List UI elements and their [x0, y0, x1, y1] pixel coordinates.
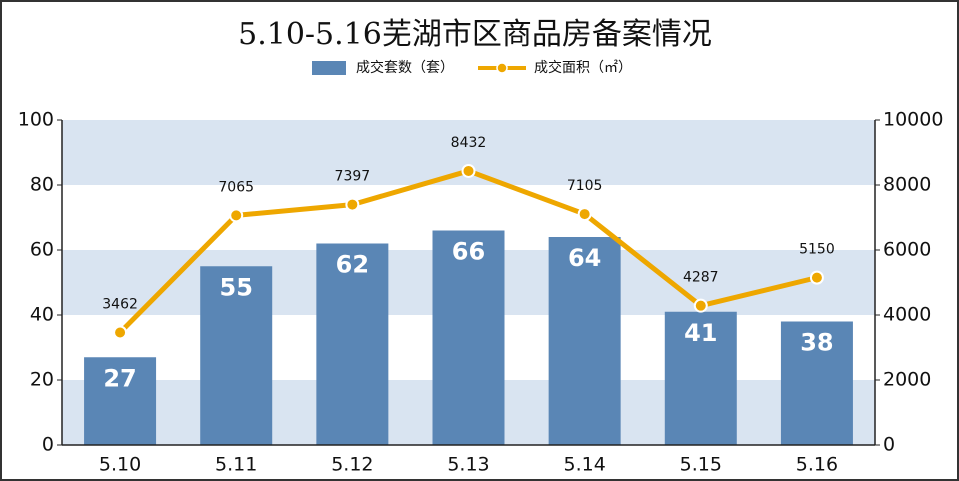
bar-label: 41	[684, 319, 717, 347]
y-tick-label: 60	[30, 239, 54, 261]
y2-tick-label: 0	[883, 434, 895, 456]
bar	[664, 311, 737, 445]
x-tick-label: 5.10	[99, 454, 141, 476]
line-label: 7105	[567, 178, 603, 194]
bar-label: 27	[103, 364, 136, 392]
line-marker	[577, 207, 592, 222]
legend-marker	[496, 62, 508, 74]
line-label: 4287	[683, 270, 719, 286]
line-marker	[693, 298, 708, 313]
bar-label: 62	[336, 251, 369, 279]
line-marker	[461, 163, 476, 178]
line-marker	[113, 325, 128, 340]
line-marker	[345, 197, 360, 212]
bar	[316, 243, 389, 445]
x-tick-label: 5.16	[796, 454, 838, 476]
line-label: 3462	[102, 296, 138, 312]
line-marker	[809, 270, 824, 285]
legend-swatch	[312, 61, 346, 75]
line-label: 7397	[335, 169, 371, 185]
y2-tick-label: 6000	[883, 239, 931, 261]
x-tick-label: 5.11	[215, 454, 257, 476]
chart-title: 5.10-5.16芜湖市区商品房备案情况	[238, 17, 712, 52]
x-tick-label: 5.14	[563, 454, 605, 476]
line-label: 7065	[218, 179, 254, 195]
y-tick-label: 100	[18, 109, 54, 131]
bar-label: 64	[568, 244, 601, 272]
bar	[432, 230, 505, 445]
line-marker	[229, 208, 244, 223]
y-tick-label: 20	[30, 369, 54, 391]
bar	[548, 237, 621, 445]
bar-label: 66	[452, 238, 485, 266]
legend-label: 成交面积（㎡）	[534, 59, 632, 76]
bar-label: 38	[800, 329, 833, 357]
bar	[84, 357, 157, 445]
line-label: 8432	[451, 135, 487, 151]
y2-tick-label: 10000	[883, 109, 943, 131]
x-tick-label: 5.13	[447, 454, 489, 476]
bar	[200, 266, 273, 445]
x-tick-label: 5.15	[680, 454, 722, 476]
legend-label: 成交套数（套）	[356, 59, 454, 76]
x-tick-label: 5.12	[331, 454, 373, 476]
line-label: 5150	[799, 242, 835, 258]
y2-tick-label: 4000	[883, 304, 931, 326]
y-tick-label: 0	[42, 434, 54, 456]
bar	[780, 321, 853, 445]
bar-label: 55	[220, 273, 253, 301]
y2-tick-label: 2000	[883, 369, 931, 391]
y-tick-label: 40	[30, 304, 54, 326]
y2-tick-label: 8000	[883, 174, 931, 196]
y-tick-label: 80	[30, 174, 54, 196]
